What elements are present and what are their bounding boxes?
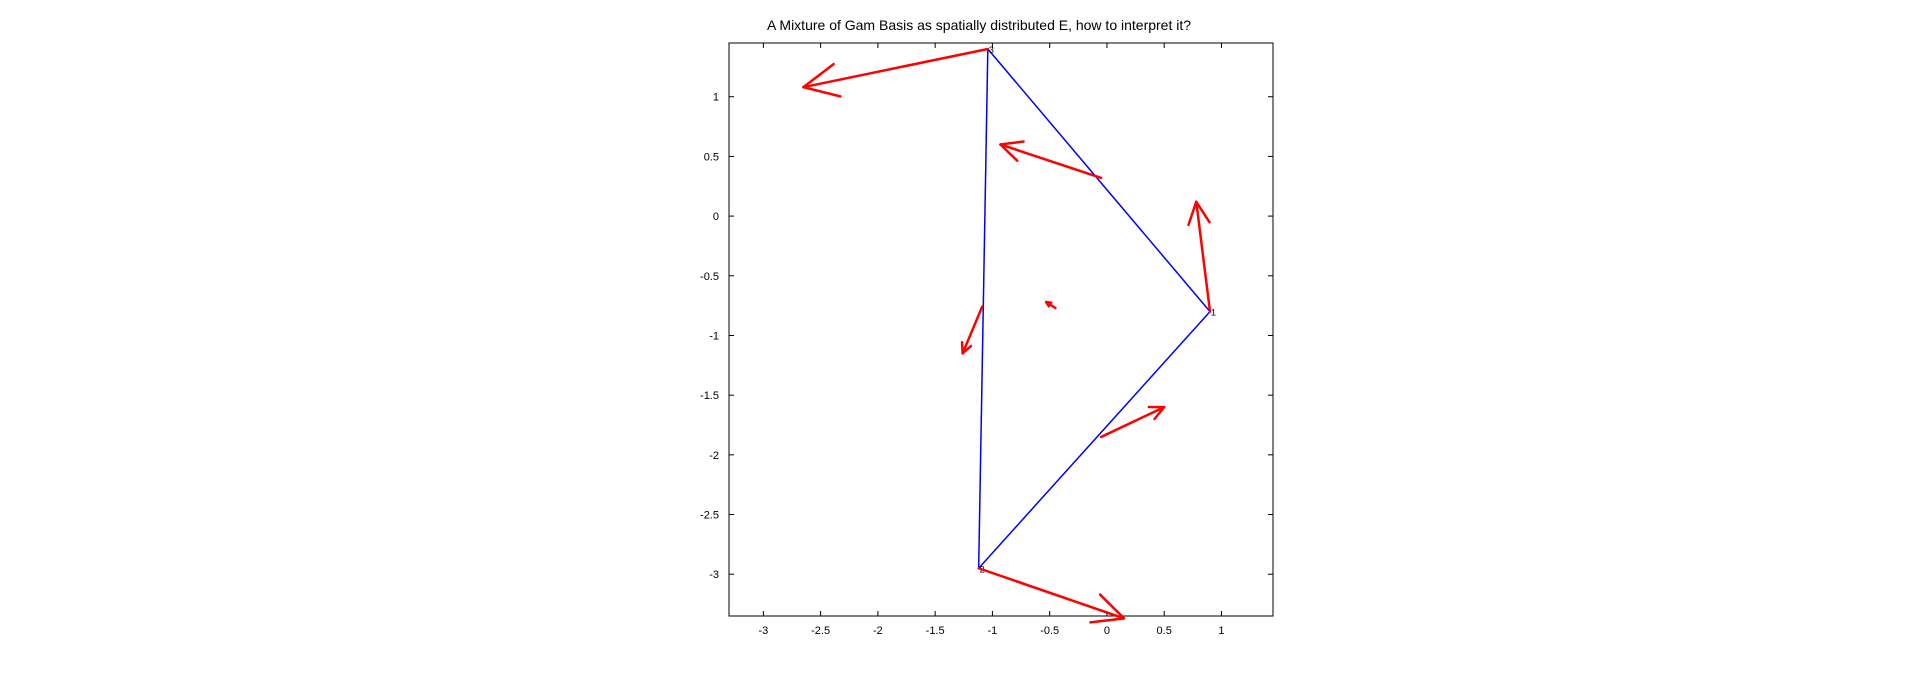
x-tick-label: -1.5	[926, 625, 945, 637]
x-tick-label: 1	[1218, 625, 1224, 637]
x-tick-label: 0.5	[1157, 625, 1172, 637]
y-tick-label: 0.5	[704, 151, 719, 163]
x-tick-label: 0	[1104, 625, 1110, 637]
y-tick-label: -2	[709, 450, 719, 462]
plot-area-frame	[728, 42, 1274, 617]
vector-arrow	[802, 47, 990, 98]
y-axis: 1 0.5 0 -0.5 -1 -1.5 -2 -2.5 -3	[700, 92, 1273, 581]
y-tick-label: -3	[709, 569, 719, 581]
vector-arrow	[977, 567, 1126, 624]
triangle-edge	[978, 311, 1211, 569]
vector-arrow	[960, 305, 984, 355]
y-tick-label: -1	[709, 330, 719, 342]
x-tick-label: -1	[988, 625, 998, 637]
x-tick-label: -2.5	[811, 625, 830, 637]
arrow-series	[802, 47, 1212, 624]
y-tick-label: -1.5	[700, 390, 719, 402]
vertex-label: 3	[989, 45, 994, 55]
x-axis: -3 -2.5 -2 -1.5 -1 -0.5 0 0.5 1	[758, 43, 1225, 637]
x-tick-label: -3	[758, 625, 768, 637]
x-tick-label: -0.5	[1040, 625, 1059, 637]
x-tick-label: -2	[873, 625, 883, 637]
vector-arrow	[1187, 200, 1212, 313]
triangle-edge	[987, 48, 1211, 313]
vector-arrow	[1099, 405, 1166, 439]
vertex-label: 1	[1211, 308, 1216, 318]
triangle-edge	[977, 48, 989, 569]
y-tick-label: -2.5	[700, 510, 719, 522]
y-tick-label: -0.5	[700, 271, 719, 283]
y-tick-label: 1	[713, 92, 719, 104]
triangle-series: 123	[977, 45, 1216, 574]
vector-arrow	[999, 140, 1103, 180]
vector-arrow	[1044, 300, 1057, 310]
y-tick-label: 0	[713, 211, 719, 223]
chart-title: A Mixture of Gam Basis as spatially dist…	[767, 17, 1191, 33]
